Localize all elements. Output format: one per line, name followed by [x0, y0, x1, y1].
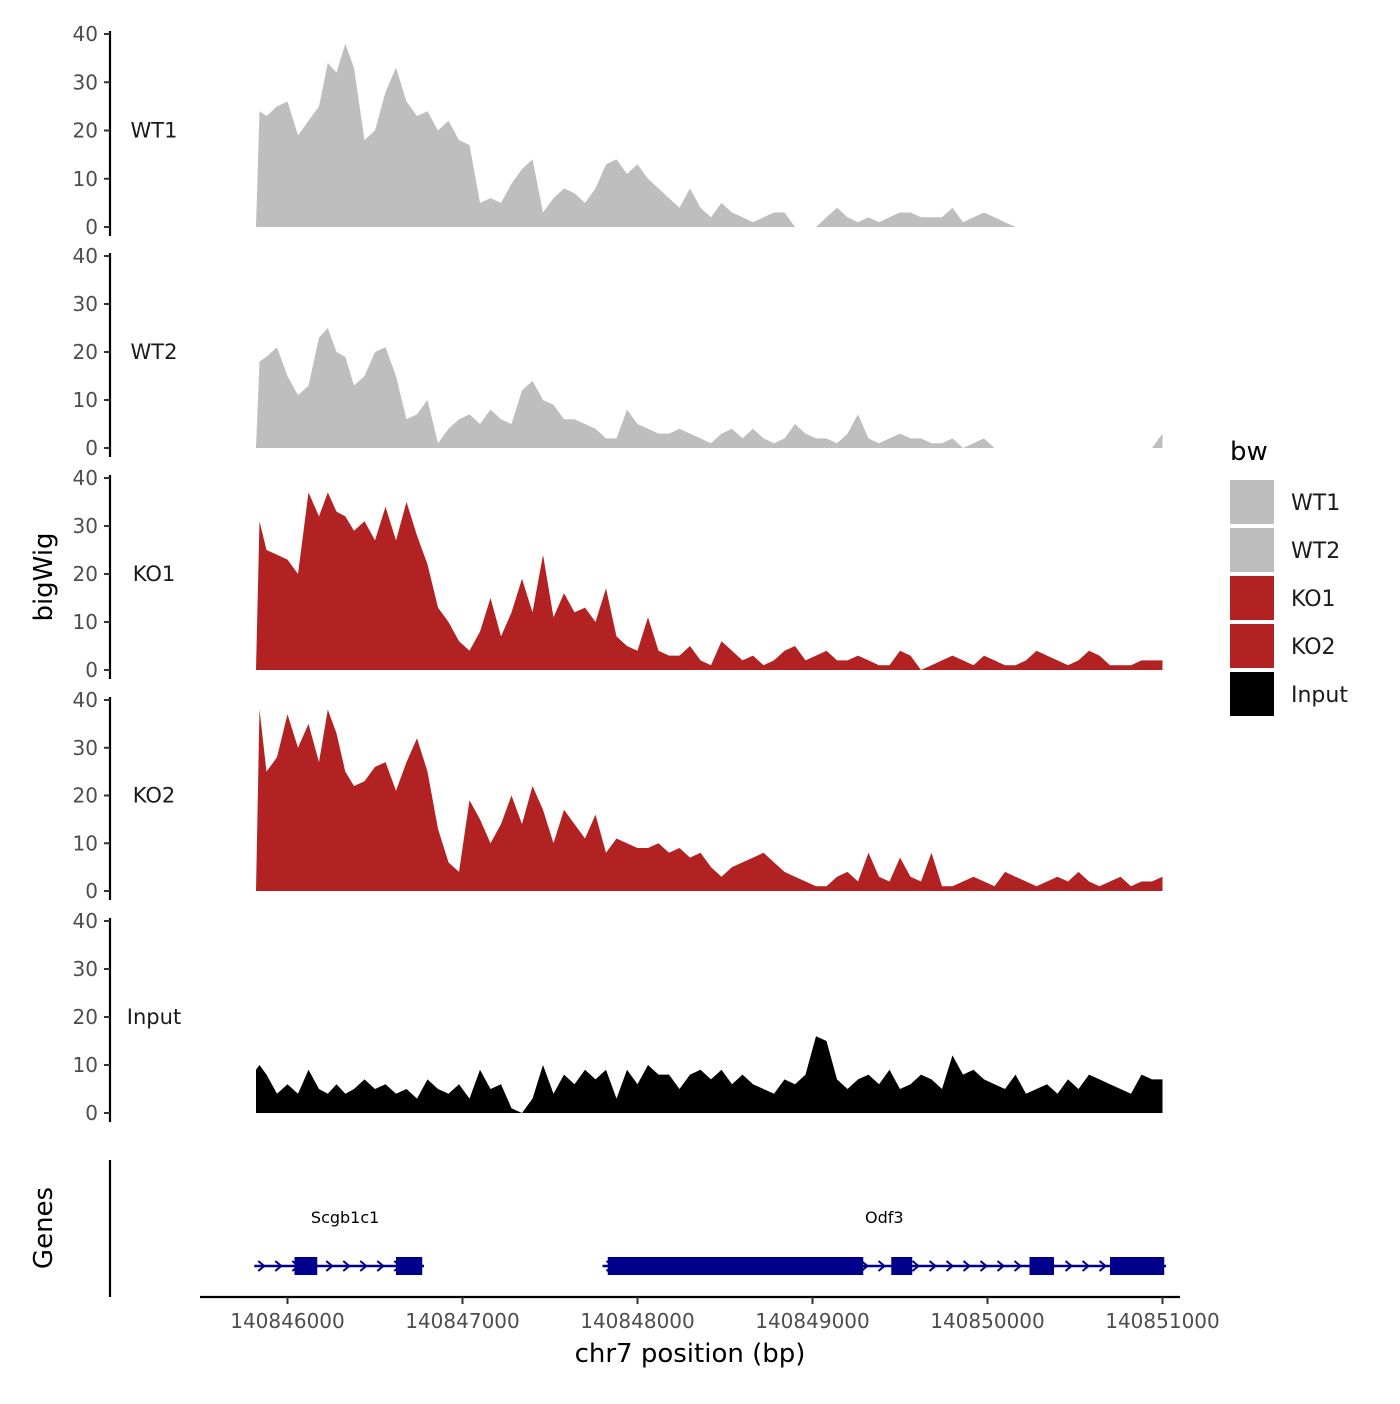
- legend-title: bw: [1230, 437, 1268, 467]
- gene-scgb1c1: Scgb1c1: [254, 1208, 424, 1275]
- area-ko2: [256, 709, 1163, 891]
- x-tick-label: 140850000: [930, 1309, 1045, 1333]
- strand-arrow: [911, 1260, 921, 1272]
- track-label-input: Input: [127, 1005, 181, 1029]
- track-wt1: 0 10 20 30 40 WT1: [73, 22, 1163, 239]
- x-tick-label: 140848000: [580, 1309, 695, 1333]
- strand-arrow: [996, 1260, 1006, 1272]
- y-tick-label: 0: [85, 215, 98, 239]
- genes-panel: Scgb1c1 Odf3: [108, 1160, 1166, 1297]
- y-tick-label: 20: [73, 562, 98, 586]
- exon: [1029, 1257, 1054, 1275]
- area-wt1: [256, 43, 1163, 228]
- y-tick-label: 40: [73, 688, 98, 712]
- strand-arrow: [962, 1260, 972, 1272]
- legend-label-ko2: KO2: [1291, 635, 1336, 660]
- x-axis-title: chr7 position (bp): [575, 1339, 806, 1369]
- y-tick-label: 20: [73, 340, 98, 364]
- y-tick-label: 20: [73, 1005, 98, 1029]
- y-tick-label: 10: [73, 610, 98, 634]
- strand-arrow: [257, 1260, 266, 1272]
- legend-label-wt1: WT1: [1291, 491, 1340, 516]
- track-wt2: 0 10 20 30 40 WT2: [73, 244, 1163, 460]
- legend-label-wt2: WT2: [1291, 539, 1340, 564]
- strand-arrow: [359, 1260, 368, 1272]
- gene-name-label: Odf3: [865, 1208, 904, 1227]
- legend-key-wt2: [1230, 528, 1274, 572]
- y-tick-label: 0: [85, 879, 98, 903]
- y-tick-label: 20: [73, 119, 98, 143]
- y-tick-label: 40: [73, 466, 98, 490]
- strand-arrow: [928, 1260, 938, 1272]
- x-tick-label: 140847000: [405, 1309, 520, 1333]
- track-label-wt1: WT1: [131, 119, 178, 143]
- track-label-wt2: WT2: [131, 340, 178, 364]
- gene-odf3: Odf3: [602, 1208, 1166, 1275]
- x-axis: 140846000 140847000 140848000 140849000 1408…: [200, 1295, 1220, 1333]
- x-tick-label: 140849000: [755, 1309, 870, 1333]
- exon: [891, 1257, 913, 1275]
- strand-arrow: [877, 1260, 887, 1272]
- strand-arrow: [1064, 1260, 1074, 1272]
- strand-arrow: [376, 1260, 385, 1272]
- legend-label-input: Input: [1291, 683, 1348, 708]
- y-tick-label: 0: [85, 658, 98, 682]
- exon: [294, 1257, 318, 1275]
- strand-arrow: [274, 1260, 283, 1272]
- y-tick-label: 0: [85, 436, 98, 460]
- y-tick-label: 10: [73, 1053, 98, 1077]
- strand-arrow: [1013, 1260, 1023, 1272]
- strand-arrow: [945, 1260, 955, 1272]
- y-tick-label: 30: [73, 736, 98, 760]
- y-tick-label: 10: [73, 167, 98, 191]
- legend-label-ko1: KO1: [1291, 587, 1336, 612]
- y-tick-label: 30: [73, 957, 98, 981]
- exon: [607, 1257, 864, 1275]
- y-tick-label: 10: [73, 831, 98, 855]
- strand-arrow: [342, 1260, 351, 1272]
- area-wt2: [256, 328, 1163, 448]
- track-label-ko2: KO2: [133, 784, 176, 808]
- strand-arrow: [860, 1260, 870, 1272]
- y-tick-label: 40: [73, 22, 98, 46]
- genes-axis-title: Genes: [29, 1187, 59, 1269]
- strand-arrow: [1098, 1260, 1108, 1272]
- y-axis-title: bigWig: [29, 532, 59, 621]
- area-input: [256, 1036, 1163, 1113]
- coverage-tracks: 0 10 20 30 40 WT1 0 10 20 30 40 WT2 0 10 20 30 40 KO1 0 10 2…: [73, 22, 1163, 1125]
- x-tick-label: 140851000: [1105, 1309, 1220, 1333]
- legend-key-input: [1230, 672, 1274, 716]
- strand-arrow: [1081, 1260, 1091, 1272]
- gene-name-label: Scgb1c1: [311, 1208, 379, 1227]
- y-tick-label: 30: [73, 514, 98, 538]
- strand-arrow: [325, 1260, 334, 1272]
- y-tick-label: 0: [85, 1101, 98, 1125]
- legend-key-ko2: [1230, 624, 1274, 668]
- y-tick-label: 30: [73, 292, 98, 316]
- strand-arrow: [979, 1260, 989, 1272]
- exon: [1110, 1257, 1165, 1275]
- y-tick-label: 40: [73, 909, 98, 933]
- exon: [396, 1257, 423, 1275]
- y-tick-label: 10: [73, 388, 98, 412]
- legend-key-wt1: [1230, 480, 1274, 524]
- y-tick-label: 40: [73, 244, 98, 268]
- legend: bw WT1 WT2 KO1 KO2 Input: [1230, 437, 1348, 716]
- track-ko2: 0 10 20 30 40 KO2: [73, 688, 1163, 903]
- track-input: 0 10 20 30 40 Input: [73, 909, 1163, 1125]
- track-label-ko1: KO1: [133, 562, 176, 586]
- x-tick-label: 140846000: [230, 1309, 345, 1333]
- area-ko1: [256, 492, 1163, 670]
- y-tick-label: 20: [73, 784, 98, 808]
- legend-key-ko1: [1230, 576, 1274, 620]
- track-ko1: 0 10 20 30 40 KO1: [73, 466, 1163, 682]
- y-tick-label: 30: [73, 70, 98, 94]
